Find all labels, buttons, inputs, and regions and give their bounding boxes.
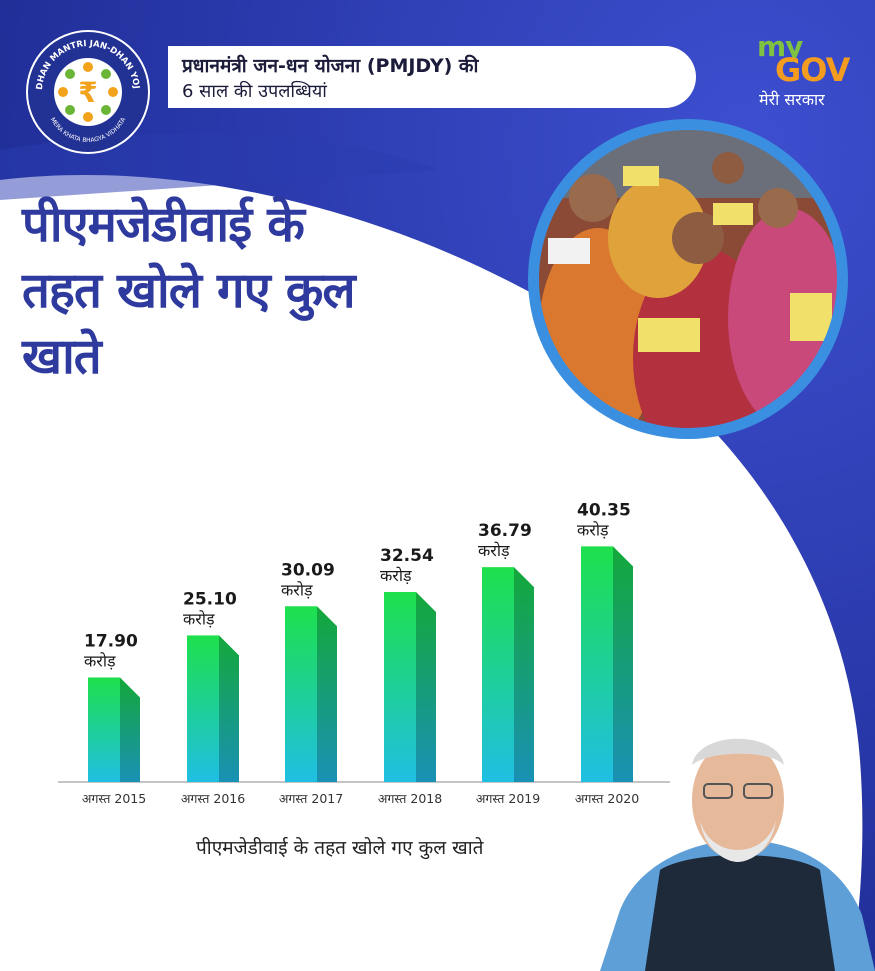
rupee-symbol: ₹ (78, 76, 97, 109)
data-label-unit: करोड़ (577, 520, 609, 539)
header-banner: प्रधानमंत्री जन-धन योजना (PMJDY) की 6 सा… (168, 46, 696, 108)
x-tick-label: अगस्त 2018 (378, 791, 442, 806)
bar (88, 677, 120, 782)
x-tick-label: अगस्त 2020 (575, 791, 639, 806)
data-label-unit: करोड़ (478, 541, 510, 560)
data-label-unit: करोड़ (183, 609, 215, 628)
data-label: 25.10 (183, 589, 237, 609)
mygov-tagline: मेरी सरकार (759, 90, 825, 109)
x-tick-label: अगस्त 2015 (82, 791, 146, 806)
title-line-3: खाते (22, 328, 102, 385)
header-line-1: प्रधानमंत्री जन-धन योजना (PMJDY) की (182, 55, 479, 77)
x-tick-label: अगस्त 2017 (279, 791, 343, 806)
title-line-2: तहत खोले गए कुल (22, 262, 356, 319)
pmjdy-logo: ₹ PRADHAN MANTRI JAN-DHAN YOJANA MERA KH… (24, 28, 150, 154)
chart-caption: पीएमजेडीवाई के तहत खोले गए कुल खाते (196, 837, 484, 859)
pm-portrait (600, 738, 875, 971)
mygov-my-text: my (757, 30, 803, 63)
x-tick-label: अगस्त 2016 (181, 791, 245, 806)
header-line-2: 6 साल की उपलब्धियां (182, 81, 327, 102)
beneficiaries-photo (528, 119, 848, 439)
bar-side (613, 546, 633, 782)
bar-side (120, 677, 140, 782)
bar-side (514, 567, 534, 782)
bar (384, 591, 416, 782)
data-label: 40.35 (577, 500, 631, 520)
page-title: पीएमजेडीवाई के तहत खोले गए कुल खाते (22, 192, 522, 390)
bar (482, 567, 514, 782)
bar-side (317, 606, 337, 782)
bar (581, 546, 613, 782)
data-label-unit: करोड़ (281, 580, 313, 599)
mygov-logo: my GOV मेरी सरकार (757, 30, 857, 110)
data-label-unit: करोड़ (380, 566, 412, 585)
data-label: 17.90 (84, 631, 138, 651)
data-label: 32.54 (380, 546, 434, 566)
mygov-gov-text: GOV (775, 51, 850, 89)
bar-side (219, 635, 239, 782)
bar-side (416, 591, 436, 782)
data-label-unit: करोड़ (84, 651, 116, 670)
title-line-1: पीएमजेडीवाई के (22, 196, 305, 253)
bar (285, 606, 317, 782)
data-label: 36.79 (478, 521, 532, 541)
x-tick-label: अगस्त 2019 (476, 791, 540, 806)
bar (187, 635, 219, 782)
data-label: 30.09 (281, 560, 335, 580)
